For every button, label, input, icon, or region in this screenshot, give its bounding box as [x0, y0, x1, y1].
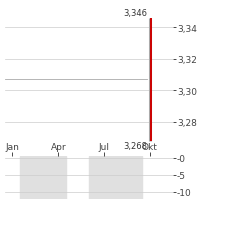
Bar	[89, 157, 142, 199]
Text: 3,268: 3,268	[123, 142, 147, 151]
Text: 3,346: 3,346	[123, 9, 147, 18]
Bar	[20, 157, 66, 199]
